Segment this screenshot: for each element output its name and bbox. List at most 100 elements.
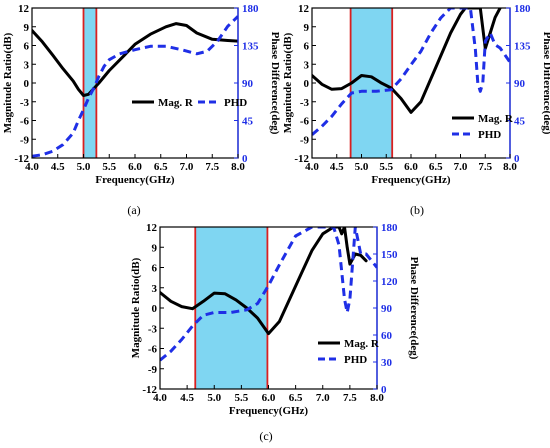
y2-tick-label: 90 [242,78,254,90]
y-tick-label: -3 [148,323,158,335]
y-tick-label: 3 [24,59,30,71]
y-tick-label: -6 [148,344,158,356]
y-tick-label: -3 [300,97,310,109]
phd-series-line [312,8,510,136]
x-axis-label: Frequency(GHz) [371,174,451,186]
panel-label: (b) [410,203,424,217]
y-tick-label: 12 [298,3,310,15]
y2-tick-label: 135 [242,41,259,53]
y-tick-label: -9 [148,364,158,376]
y2-axis-label: Phase Difference(deg) [408,257,420,360]
x-axis-label: Frequency(GHz) [229,405,309,417]
x-tick-label: 7.0 [454,161,468,173]
mag-series-line [160,227,368,336]
x-tick-label: 7.5 [478,161,492,173]
y-tick-label: 9 [152,242,158,254]
y-tick-label: -12 [142,384,157,396]
legend-label-mag: Mag. R [344,338,380,350]
x-tick-label: 8.0 [503,161,517,173]
y-tick-label: -6 [300,116,310,128]
y-tick-label: -9 [20,134,30,146]
legend-label-phd: PHD [478,129,501,141]
x-tick-label: 5.0 [355,161,369,173]
legend-label-phd: PHD [344,354,367,366]
y-tick-label: 9 [304,22,310,34]
legend-label-mag: Mag. R [158,97,194,109]
x-tick-label: 4.5 [51,161,65,173]
y-tick-label: -6 [20,116,30,128]
y2-tick-label: 45 [242,116,254,128]
phd-series-line [160,227,377,362]
y-axis-label: Magnitude Ratio(dB) [282,32,294,133]
y-tick-label: 6 [24,41,30,53]
x-tick-label: 4.0 [153,392,167,404]
x-tick-label: 4.0 [305,161,319,173]
y2-axis-label: Phase Difference(deg) [269,32,281,135]
panel-label: (c) [259,429,272,443]
x-tick-label: 5.5 [379,161,393,173]
y-tick-label: -12 [294,153,309,165]
x-tick-label: 5.0 [207,392,221,404]
y-tick-label: -12 [14,153,29,165]
y-tick-label: 9 [24,22,30,34]
x-tick-label: 6.0 [128,161,142,173]
series-group [160,227,377,362]
mag-series-line [32,22,238,97]
y2-tick-label: 180 [514,3,531,15]
x-tick-label: 8.0 [231,161,245,173]
plot-frame [31,7,239,159]
y2-tick-label: 180 [242,3,259,15]
y-axis-label: Magnitude Ratio(dB) [130,257,142,358]
mag-series-line [312,8,502,114]
x-tick-label: 6.5 [289,392,303,404]
y2-tick-label: 120 [381,276,398,288]
y-axis-label: Magnitude Ratio(dB) [2,32,14,133]
x-tick-label: 6.5 [154,161,168,173]
x-tick-label: 4.5 [180,392,194,404]
x-tick-label: 5.0 [77,161,91,173]
y-tick-label: 3 [152,283,158,295]
x-tick-label: 8.0 [370,392,384,404]
y-tick-label: 6 [152,263,158,275]
y-tick-label: 0 [152,303,158,315]
y-tick-label: 6 [304,41,310,53]
x-axis-label: Frequency(GHz) [95,174,175,186]
y-tick-label: 12 [18,3,30,15]
y2-tick-label: 0 [242,153,248,165]
chart-panel-1: 4.0 4.5 5.0 5.5 6.0 6.5 7.0 7.5 8.0 -12 -9 -6 -3 0 3 6 9… [2,3,281,217]
legend-label-mag: Mag. R [478,113,514,125]
panel-label: (a) [127,203,140,217]
x-tick-label: 7.0 [180,161,194,173]
y2-tick-label: 90 [514,78,526,90]
y2-tick-label: 30 [381,357,393,369]
y-tick-label: 3 [304,59,310,71]
series-group [32,15,238,158]
passband-region [195,227,268,389]
x-tick-label: 7.5 [205,161,219,173]
legend-label-phd: PHD [224,97,247,109]
chart-panel-3: 4.0 4.5 5.0 5.5 6.0 6.5 7.0 7.5 8.0 -12 -9 -6 -3 0 3 6 9… [130,222,420,443]
y-tick-label: -3 [20,97,30,109]
y2-axis-label: Phase Difference(deg) [541,32,550,135]
y-tick-label: 12 [146,222,158,234]
passband-region [350,8,393,158]
series-group [312,8,510,136]
x-tick-label: 5.5 [235,392,249,404]
x-tick-label: 4.5 [330,161,344,173]
x-tick-label: 7.0 [316,392,330,404]
x-tick-label: 4.0 [25,161,39,173]
chart-panel-2: 4.0 4.5 5.0 5.5 6.0 6.5 7.0 7.5 8.0 -12 -9 -6 -3 0 3 6 9… [282,3,550,217]
x-tick-label: 6.0 [262,392,276,404]
passband-region [83,8,97,158]
x-tick-label: 5.5 [102,161,116,173]
y2-tick-label: 180 [381,222,398,234]
phd-series-line [32,15,238,158]
y2-tick-label: 135 [514,41,531,53]
y-tick-label: 0 [304,78,310,90]
y2-tick-label: 0 [514,153,520,165]
y2-tick-label: 45 [514,116,526,128]
y-tick-label: -9 [300,134,310,146]
y2-tick-label: 0 [381,384,387,396]
y2-tick-label: 60 [381,330,393,342]
x-tick-label: 6.5 [429,161,443,173]
